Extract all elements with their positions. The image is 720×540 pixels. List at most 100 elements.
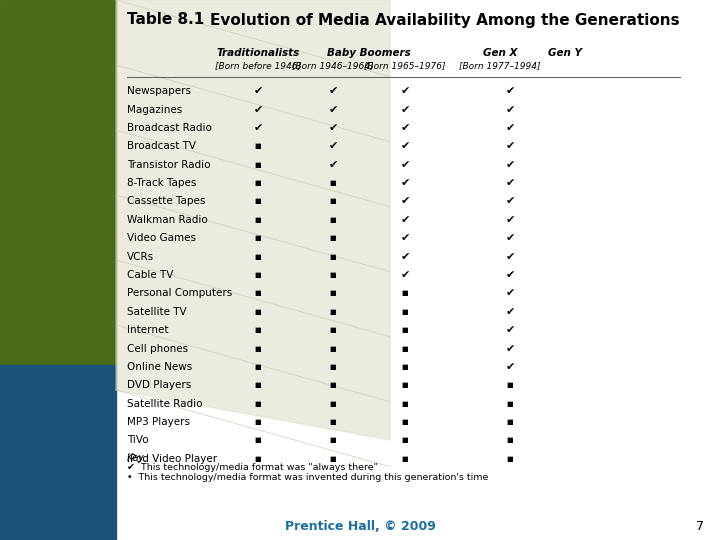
- Text: Broadcast TV: Broadcast TV: [127, 141, 196, 151]
- Text: Satellite TV: Satellite TV: [127, 307, 186, 317]
- Text: ✔: ✔: [505, 141, 515, 151]
- Text: [Born 1946–1964]: [Born 1946–1964]: [292, 62, 374, 71]
- Text: ■: ■: [255, 401, 261, 407]
- Text: Transistor Radio: Transistor Radio: [127, 160, 210, 170]
- Text: ■: ■: [507, 419, 513, 425]
- Text: Traditionalists: Traditionalists: [217, 48, 300, 58]
- Text: ✔: ✔: [505, 160, 515, 170]
- Text: ■: ■: [330, 291, 336, 296]
- Text: ■: ■: [507, 401, 513, 407]
- Text: ✔: ✔: [400, 123, 410, 133]
- Text: ■: ■: [255, 327, 261, 333]
- Text: ■: ■: [255, 346, 261, 352]
- Text: MP3 Players: MP3 Players: [127, 417, 190, 427]
- Text: ■: ■: [255, 364, 261, 370]
- Text: ✔: ✔: [505, 307, 515, 317]
- Text: ✔: ✔: [400, 270, 410, 280]
- Text: ✔  This technology/media format was "always there": ✔ This technology/media format was "alwa…: [127, 463, 378, 472]
- Text: Newspapers: Newspapers: [127, 86, 191, 96]
- Text: Baby Boomers: Baby Boomers: [327, 48, 411, 58]
- Text: ✔: ✔: [253, 86, 263, 96]
- Text: Internet: Internet: [127, 325, 168, 335]
- Bar: [0, 0, 116, 365]
- Text: ✔: ✔: [253, 105, 263, 114]
- Text: ✔: ✔: [505, 197, 515, 206]
- Text: VCRs: VCRs: [127, 252, 154, 261]
- Text: Gen Y: Gen Y: [548, 48, 582, 58]
- Text: ■: ■: [330, 254, 336, 260]
- Text: ■: ■: [330, 199, 336, 205]
- Text: Cable TV: Cable TV: [127, 270, 174, 280]
- Text: ✔: ✔: [505, 215, 515, 225]
- Text: iPod Video Player: iPod Video Player: [127, 454, 217, 464]
- Text: ■: ■: [402, 291, 408, 296]
- Text: Broadcast Radio: Broadcast Radio: [127, 123, 212, 133]
- Text: Cell phones: Cell phones: [127, 343, 188, 354]
- Text: Walkman Radio: Walkman Radio: [127, 215, 208, 225]
- Text: Video Games: Video Games: [127, 233, 196, 243]
- Text: DVD Players: DVD Players: [127, 380, 192, 390]
- Text: ■: ■: [330, 180, 336, 186]
- Text: ■: ■: [255, 161, 261, 168]
- Text: ■: ■: [330, 419, 336, 425]
- Text: Key:: Key:: [127, 453, 148, 463]
- Text: ✔: ✔: [400, 252, 410, 261]
- Text: Evolution of Media Availability Among the Generations: Evolution of Media Availability Among th…: [210, 12, 680, 28]
- Text: ■: ■: [330, 327, 336, 333]
- Text: ■: ■: [255, 309, 261, 315]
- Text: 7: 7: [696, 521, 704, 534]
- Text: ■: ■: [255, 254, 261, 260]
- Text: ✔: ✔: [253, 123, 263, 133]
- Text: ■: ■: [402, 364, 408, 370]
- Text: ✔: ✔: [400, 86, 410, 96]
- Text: ✔: ✔: [505, 123, 515, 133]
- Text: ■: ■: [255, 291, 261, 296]
- Text: ■: ■: [330, 364, 336, 370]
- Text: ✔: ✔: [505, 288, 515, 299]
- Text: ✔: ✔: [505, 343, 515, 354]
- Text: Table 8.1: Table 8.1: [127, 12, 204, 28]
- Text: ■: ■: [330, 272, 336, 278]
- Text: Gen X: Gen X: [482, 48, 517, 58]
- Text: ✔: ✔: [400, 215, 410, 225]
- Text: ✔: ✔: [400, 141, 410, 151]
- Polygon shape: [116, 0, 390, 440]
- Text: ■: ■: [255, 419, 261, 425]
- Text: ■: ■: [330, 217, 336, 223]
- Text: ✔: ✔: [505, 86, 515, 96]
- Text: ✔: ✔: [328, 123, 338, 133]
- Text: ✔: ✔: [328, 86, 338, 96]
- Text: ■: ■: [402, 419, 408, 425]
- Text: ✔: ✔: [400, 197, 410, 206]
- Text: ■: ■: [255, 235, 261, 241]
- Text: ✔: ✔: [505, 362, 515, 372]
- Text: ■: ■: [330, 456, 336, 462]
- Text: ✔: ✔: [400, 233, 410, 243]
- Text: ■: ■: [255, 180, 261, 186]
- Text: ■: ■: [507, 456, 513, 462]
- Text: ■: ■: [255, 437, 261, 443]
- Text: ■: ■: [255, 143, 261, 150]
- Text: ✔: ✔: [328, 105, 338, 114]
- Text: ■: ■: [330, 235, 336, 241]
- Text: ✔: ✔: [505, 252, 515, 261]
- Text: ■: ■: [330, 346, 336, 352]
- Text: ■: ■: [402, 401, 408, 407]
- Text: [Born 1965–1976]: [Born 1965–1976]: [364, 62, 446, 71]
- Text: ■: ■: [402, 456, 408, 462]
- Text: ■: ■: [507, 437, 513, 443]
- Text: Magazines: Magazines: [127, 105, 182, 114]
- Text: ✔: ✔: [328, 160, 338, 170]
- Text: ✔: ✔: [505, 105, 515, 114]
- Text: ✔: ✔: [505, 270, 515, 280]
- Text: ✔: ✔: [505, 325, 515, 335]
- Text: [Born 1977–1994]: [Born 1977–1994]: [459, 62, 541, 71]
- Text: ■: ■: [330, 401, 336, 407]
- Text: ■: ■: [255, 456, 261, 462]
- Text: ■: ■: [402, 327, 408, 333]
- Text: ✔: ✔: [400, 160, 410, 170]
- Text: ■: ■: [255, 217, 261, 223]
- Text: ■: ■: [255, 272, 261, 278]
- Text: ✔: ✔: [505, 233, 515, 243]
- Text: [Born before 1946]: [Born before 1946]: [215, 62, 301, 71]
